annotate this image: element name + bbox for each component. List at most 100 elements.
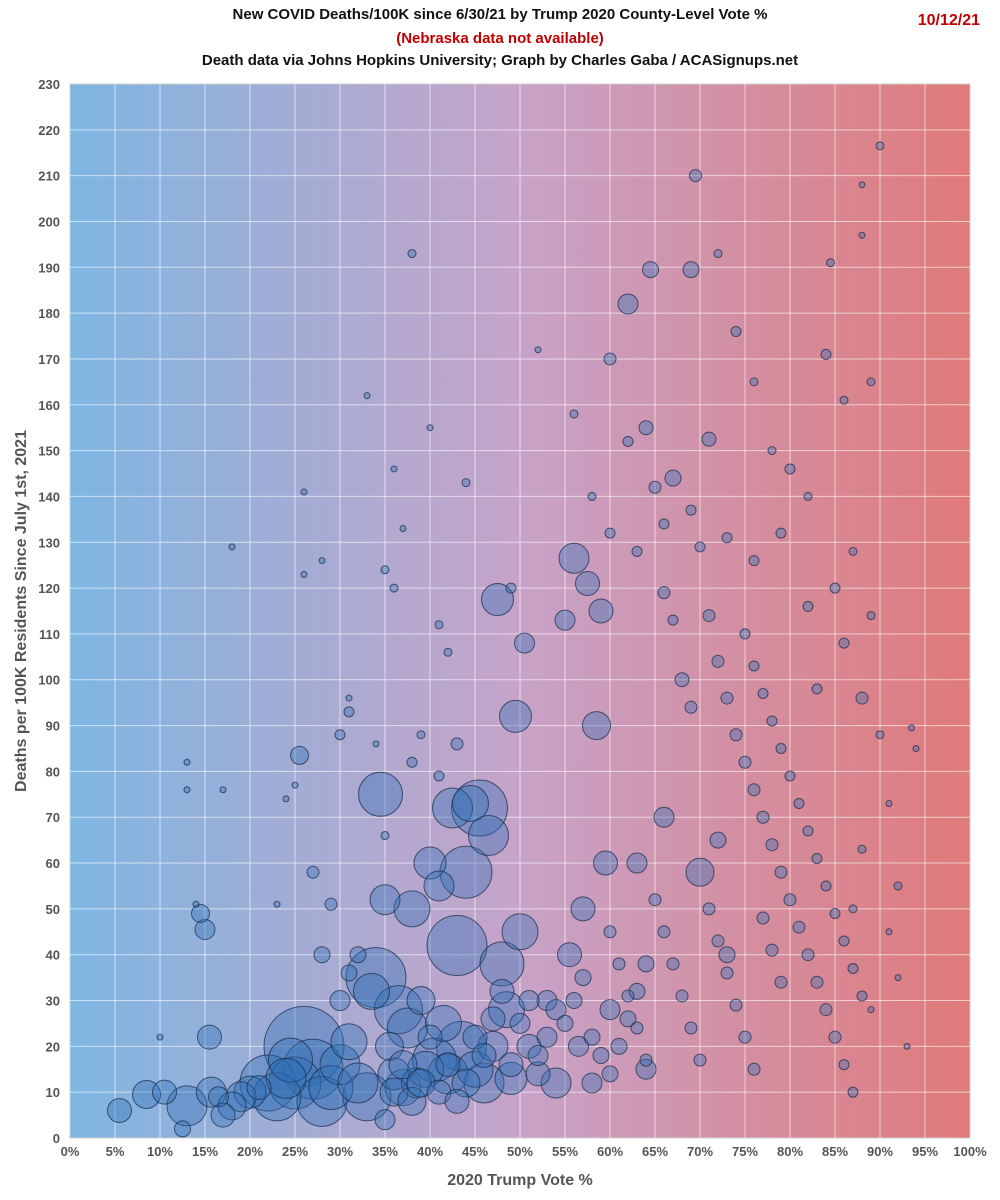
data-point bbox=[509, 1012, 531, 1034]
data-point bbox=[545, 999, 567, 1021]
data-point bbox=[468, 815, 509, 857]
data-point bbox=[380, 831, 390, 841]
y-tick-label: 110 bbox=[39, 627, 60, 642]
y-tick-label: 170 bbox=[38, 352, 60, 367]
data-point bbox=[893, 881, 903, 891]
data-point bbox=[866, 377, 876, 387]
data-point bbox=[363, 392, 371, 400]
data-point bbox=[648, 480, 662, 494]
data-point bbox=[565, 992, 583, 1010]
data-point bbox=[838, 1059, 850, 1071]
y-tick-label: 60 bbox=[46, 856, 60, 871]
data-point bbox=[637, 955, 655, 973]
data-point bbox=[738, 755, 752, 769]
data-point bbox=[505, 582, 517, 594]
data-point bbox=[684, 700, 698, 714]
y-tick-label: 150 bbox=[38, 444, 60, 459]
data-point bbox=[306, 865, 320, 879]
data-point bbox=[588, 598, 614, 624]
data-point bbox=[353, 972, 390, 1010]
data-point bbox=[802, 825, 814, 837]
data-point bbox=[774, 865, 788, 879]
y-tick-label: 30 bbox=[46, 994, 60, 1009]
data-point bbox=[826, 258, 835, 268]
y-tick-label: 40 bbox=[46, 948, 60, 963]
y-tick-label: 0 bbox=[53, 1131, 60, 1146]
data-point bbox=[407, 249, 417, 259]
data-point bbox=[569, 409, 579, 419]
data-point bbox=[638, 420, 654, 436]
data-point bbox=[820, 880, 832, 892]
data-point bbox=[387, 1007, 428, 1049]
data-point bbox=[711, 654, 725, 668]
grid bbox=[69, 83, 971, 1139]
data-point bbox=[657, 586, 671, 600]
data-point bbox=[702, 902, 716, 916]
data-point bbox=[471, 1043, 497, 1069]
data-point bbox=[397, 1086, 427, 1116]
data-point bbox=[867, 1006, 875, 1014]
data-point bbox=[856, 990, 868, 1002]
data-point bbox=[811, 683, 823, 695]
data-point bbox=[291, 781, 299, 789]
data-point bbox=[635, 1058, 657, 1080]
data-point bbox=[300, 488, 308, 496]
data-point bbox=[194, 918, 216, 940]
data-point bbox=[756, 911, 770, 925]
data-point bbox=[462, 1024, 488, 1050]
data-point bbox=[765, 838, 779, 852]
data-point bbox=[574, 969, 592, 987]
data-point bbox=[675, 989, 689, 1003]
data-point bbox=[534, 346, 542, 354]
data-point bbox=[626, 852, 648, 874]
data-point bbox=[729, 998, 743, 1012]
data-point bbox=[388, 1050, 418, 1080]
data-point bbox=[581, 1072, 603, 1094]
data-point bbox=[554, 609, 576, 631]
x-tick-label: 25% bbox=[282, 1144, 308, 1159]
data-point bbox=[820, 348, 832, 360]
data-point bbox=[349, 946, 367, 964]
data-point bbox=[501, 913, 539, 951]
data-point bbox=[334, 729, 346, 741]
data-point bbox=[444, 1088, 470, 1114]
chart-note: (Nebraska data not available) bbox=[396, 30, 604, 47]
data-point bbox=[875, 141, 885, 151]
data-point bbox=[592, 1047, 610, 1065]
data-point bbox=[767, 446, 777, 456]
x-tick-label: 0% bbox=[61, 1144, 80, 1159]
data-point bbox=[540, 1067, 572, 1099]
data-point bbox=[689, 169, 702, 183]
data-point bbox=[713, 249, 723, 259]
data-point bbox=[612, 957, 626, 971]
data-point bbox=[432, 787, 473, 829]
data-point bbox=[701, 431, 717, 447]
data-point bbox=[630, 1021, 644, 1035]
y-tick-label: 10 bbox=[46, 1085, 60, 1100]
y-tick-label: 210 bbox=[38, 169, 60, 184]
x-tick-label: 15% bbox=[192, 1144, 218, 1159]
data-point bbox=[802, 600, 814, 612]
data-point bbox=[268, 1056, 322, 1110]
data-point bbox=[358, 771, 403, 817]
data-point bbox=[443, 647, 453, 657]
data-point bbox=[265, 1057, 307, 1099]
data-point bbox=[774, 975, 788, 989]
data-point bbox=[828, 1030, 842, 1044]
data-point bbox=[399, 525, 407, 533]
data-point bbox=[847, 962, 859, 974]
data-point bbox=[720, 691, 734, 705]
y-axis-ticks: 0 10 20 30 40 50 60 70 80 90 100 110 120 130 140 150 160… bbox=[38, 77, 60, 1146]
chart-title: New COVID Deaths/100K since 6/30/21 by T… bbox=[232, 6, 768, 23]
data-point bbox=[653, 806, 675, 828]
data-point bbox=[866, 611, 876, 621]
data-point bbox=[621, 989, 635, 1003]
data-point bbox=[210, 1102, 236, 1128]
x-tick-label: 55% bbox=[552, 1144, 578, 1159]
x-tick-label: 5% bbox=[106, 1144, 125, 1159]
x-tick-label: 20% bbox=[237, 1144, 263, 1159]
data-point bbox=[439, 845, 493, 899]
data-point bbox=[318, 557, 326, 565]
data-point bbox=[810, 975, 824, 989]
